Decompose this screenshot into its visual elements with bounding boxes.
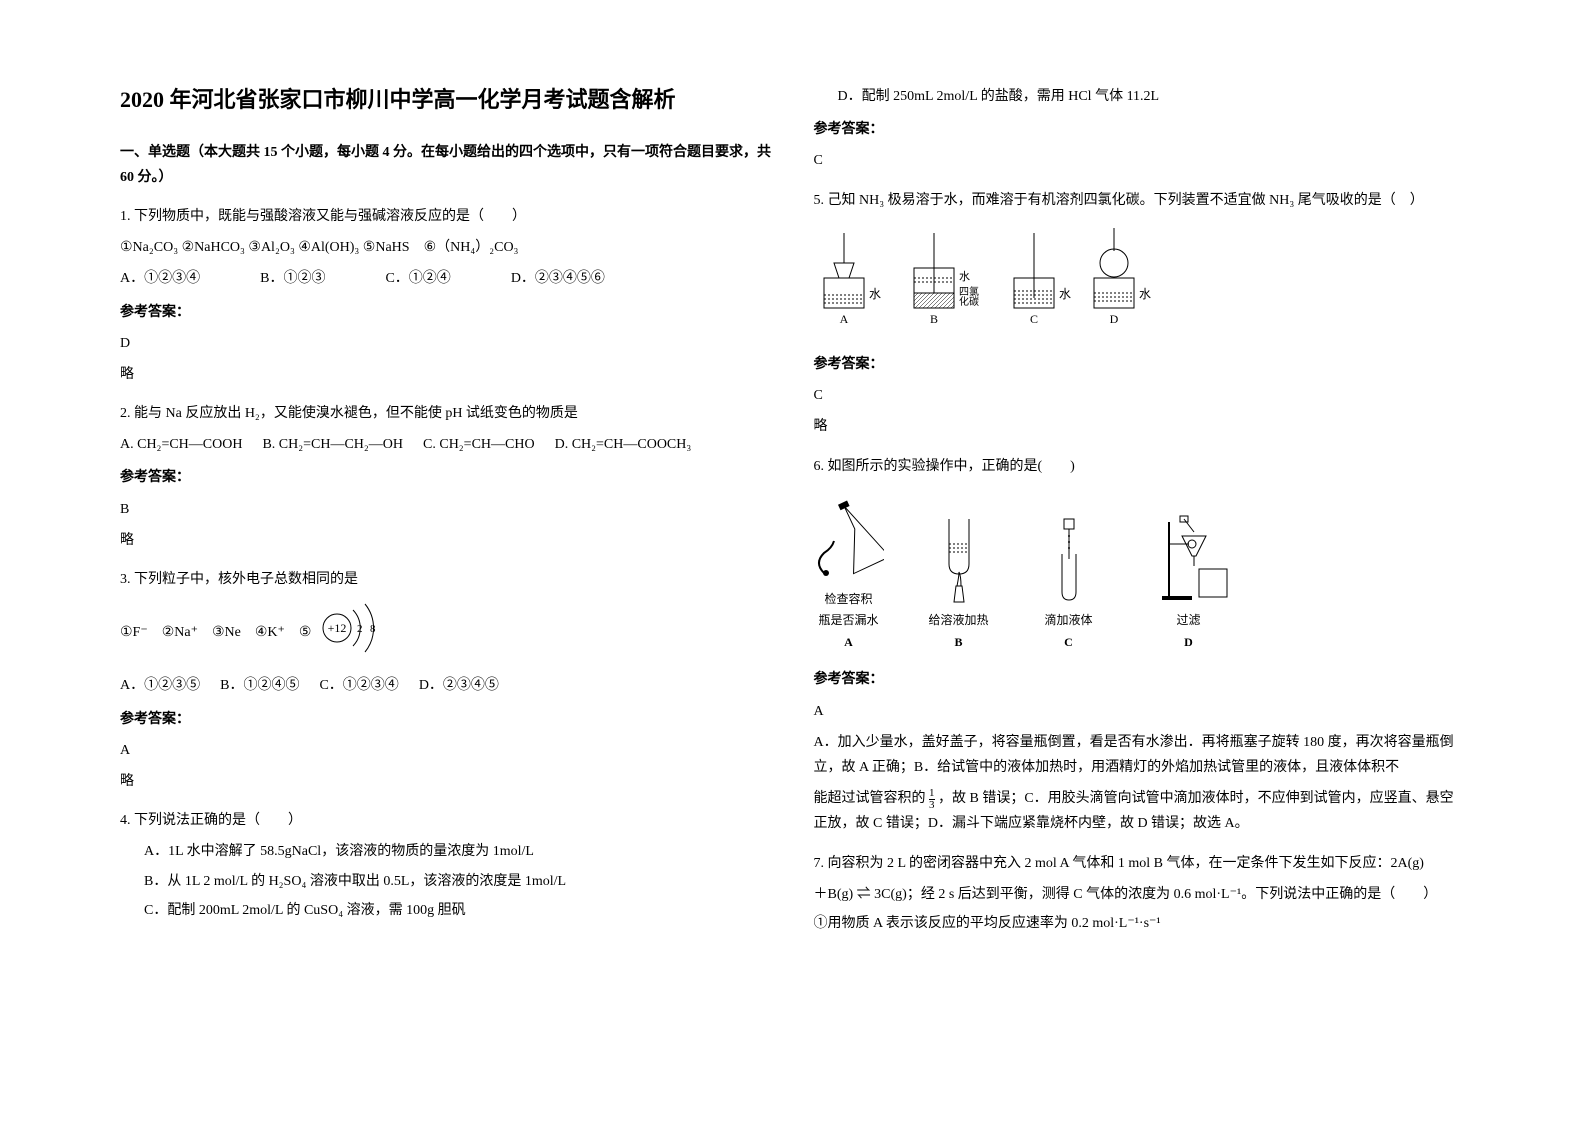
q1-optB: B．①②③: [260, 266, 325, 291]
q1-answer-label: 参考答案：: [120, 300, 774, 325]
svg-text:化碳: 化碳: [959, 295, 979, 308]
q6-text: 6. 如图所示的实验操作中，正确的是( ): [814, 454, 1468, 479]
svg-text:D: D: [1109, 312, 1118, 326]
atom-center: +12: [328, 621, 347, 635]
q4-optA: A．1L 水中溶解了 58.5gNaCl，该溶液的物质的量浓度为 1mol/L: [120, 839, 774, 864]
q2-text: 2. 能与 Na 反应放出 H₂，又能使溴水褪色，但不能使 pH 试纸变色的物质…: [120, 401, 774, 426]
svg-text:B: B: [929, 312, 937, 326]
fraction-den: 3: [929, 799, 935, 811]
exp-A-label1: 检查容积: [814, 589, 884, 611]
exp-A-label2: 瓶是否漏水: [814, 610, 884, 632]
fraction-icon: 1 3: [929, 788, 935, 811]
filtration-icon: [1144, 514, 1234, 604]
q6-answer: A: [814, 699, 1468, 724]
exp-D-letter: D: [1144, 632, 1234, 654]
apparatus-D-icon: 水 D: [1094, 228, 1151, 326]
q2-optC: C. CH₂=CH—CHO: [423, 432, 535, 457]
q3-options: A．①②③⑤ B．①②④⑤ C．①②③④ D．②③④⑤: [120, 673, 774, 698]
svg-text:A: A: [839, 312, 848, 326]
q3-answer-label: 参考答案：: [120, 707, 774, 732]
atom-diagram-icon: +12 2 8: [315, 598, 385, 667]
q3-optD: D．②③④⑤: [419, 673, 499, 698]
exp-A: 检查容积 瓶是否漏水 A: [814, 493, 884, 654]
svg-text:水: 水: [959, 270, 970, 283]
q1-formulas: ①Na₂CO₃ ②NaHCO₃ ③Al₂O₃ ④Al(OH)₃ ⑤NaHS ⑥（…: [120, 235, 774, 260]
q1-optA: A．①②③④: [120, 266, 200, 291]
exp-B-label1: 给溶液加热: [924, 610, 994, 632]
q2-optA: A. CH₂=CH—COOH: [120, 432, 242, 457]
q3-text: 3. 下列粒子中，核外电子总数相同的是: [120, 567, 774, 592]
q1-answer: D: [120, 331, 774, 356]
nh3-apparatus-diagram: 水 A 水 四氯 化碳 B: [814, 223, 1468, 342]
q4-optC: C．配制 200mL 2mol/L 的 CuSO₄ 溶液，需 100g 胆矾: [120, 898, 774, 923]
section1-heading: 一、单选题（本大题共 15 个小题，每小题 4 分。在每小题给出的四个选项中，只…: [120, 140, 774, 190]
exp-C-letter: C: [1034, 632, 1104, 654]
q7-text1: 7. 向容积为 2 L 的密闭容器中充入 2 mol A 气体和 1 mol B…: [814, 851, 1468, 876]
q2-options: A. CH₂=CH—COOH B. CH₂=CH—CH₂—OH C. CH₂=C…: [120, 432, 774, 457]
q3-optB: B．①②④⑤: [220, 673, 299, 698]
q6-explanation: A．加入少量水，盖好盖子，将容量瓶倒置，看是否有水渗出．再将瓶塞子旋转 180 …: [814, 730, 1468, 780]
exp-A-letter: A: [814, 632, 884, 654]
svg-text:水: 水: [1059, 287, 1071, 301]
q5-answer-label: 参考答案：: [814, 352, 1468, 377]
apparatus-A-icon: 水 A: [824, 233, 881, 326]
volumetric-flask-icon: [814, 493, 884, 583]
exp-D: 过滤 D: [1144, 514, 1234, 653]
q3-formulas-row: ①F⁻ ②Na⁺ ③Ne ④K⁺ ⑤ +12 2 8: [120, 598, 774, 667]
exp-B-letter: B: [924, 632, 994, 654]
q2-optD: D. CH₂=CH—COOCH₃: [555, 432, 692, 457]
svg-text:水: 水: [869, 287, 881, 301]
atom-shell1: 2: [357, 623, 363, 635]
q6-answer-label: 参考答案：: [814, 667, 1468, 692]
q1-note: 略: [120, 362, 774, 387]
q3-formulas: ①F⁻ ②Na⁺ ③Ne ④K⁺ ⑤: [120, 625, 311, 640]
q4-optB: B．从 1L 2 mol/L 的 H₂SO₄ 溶液中取出 0.5L，该溶液的浓度…: [120, 869, 774, 894]
left-column: 2020 年河北省张家口市柳川中学高一化学月考试题含解析 一、单选题（本大题共 …: [100, 80, 794, 1042]
q3-optC: C．①②③④: [319, 673, 398, 698]
fraction-num: 1: [929, 787, 935, 799]
q6-explanation-line2: 能超过试管容积的 1 3 ，故 B 错误；C．用胶头滴管向试管中滴加液体时，不应…: [814, 786, 1468, 836]
q7-item1: ①用物质 A 表示该反应的平均反应速率为 0.2 mol·L⁻¹·s⁻¹: [814, 911, 1468, 936]
q3-answer: A: [120, 738, 774, 763]
atom-shell2: 8: [370, 623, 376, 635]
q1-options: A．①②③④ B．①②③ C．①②④ D．②③④⑤⑥: [120, 266, 774, 291]
q5-answer: C: [814, 383, 1468, 408]
page-title: 2020 年河北省张家口市柳川中学高一化学月考试题含解析: [120, 80, 774, 120]
q4-text: 4. 下列说法正确的是（ ）: [120, 808, 774, 833]
q3-note: 略: [120, 769, 774, 794]
apparatus-B-icon: 水 四氯 化碳 B: [914, 233, 979, 326]
apparatus-C-icon: 水 C: [1014, 233, 1071, 326]
q2-answer-label: 参考答案：: [120, 465, 774, 490]
q4-answer: C: [814, 148, 1468, 173]
q4-optD: D．配制 250mL 2mol/L 的盐酸，需用 HCl 气体 11.2L: [814, 84, 1468, 109]
exp-C-label1: 滴加液体: [1034, 610, 1104, 632]
exp-D-label1: 过滤: [1144, 610, 1234, 632]
q7-text2: ＋B(g) ⇌ 3C(g)；经 2 s 后达到平衡，测得 C 气体的浓度为 0.…: [814, 882, 1468, 907]
q2-optB: B. CH₂=CH—CH₂—OH: [262, 432, 403, 457]
q4-answer-label: 参考答案：: [814, 117, 1468, 142]
heating-tube-icon: [924, 514, 994, 604]
right-column: D．配制 250mL 2mol/L 的盐酸，需用 HCl 气体 11.2L 参考…: [794, 80, 1488, 1042]
q1-optD: D．②③④⑤⑥: [511, 266, 605, 291]
q6-exp2a: 能超过试管容积的: [814, 791, 926, 806]
q2-note: 略: [120, 528, 774, 553]
svg-text:C: C: [1029, 312, 1037, 326]
q1-optC: C．①②④: [385, 266, 450, 291]
q2-answer: B: [120, 497, 774, 522]
exp-B: 给溶液加热 B: [924, 514, 994, 653]
q5-text: 5. 己知 NH₃ 极易溶于水，而难溶于有机溶剂四氯化碳。下列装置不适宜做 NH…: [814, 188, 1468, 213]
q3-optA: A．①②③⑤: [120, 673, 200, 698]
dropper-tube-icon: [1034, 514, 1104, 604]
svg-text:水: 水: [1139, 287, 1151, 301]
exp-C: 滴加液体 C: [1034, 514, 1104, 653]
q5-note: 略: [814, 414, 1468, 439]
q1-text: 1. 下列物质中，既能与强酸溶液又能与强碱溶液反应的是（ ）: [120, 204, 774, 229]
q6-experiment-images: 检查容积 瓶是否漏水 A 给溶液加热 B: [814, 493, 1468, 654]
